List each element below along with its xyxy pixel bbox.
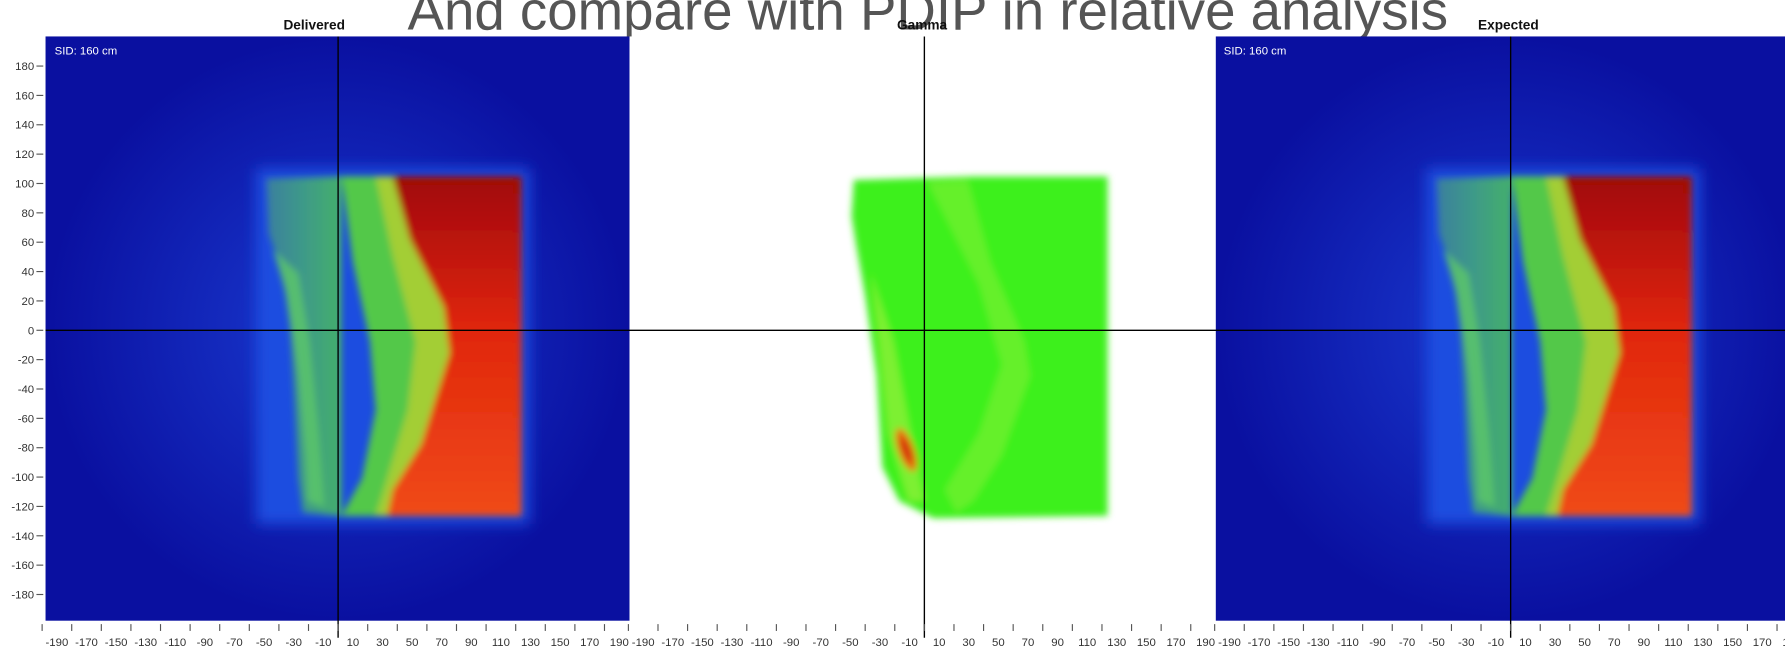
x-tick-label: 110	[492, 637, 510, 649]
x-tick-label: -90	[197, 637, 213, 649]
x-tick-label: 190	[1196, 637, 1215, 649]
x-tick-label: 10	[1519, 637, 1532, 649]
x-tick-label: 190	[1782, 637, 1785, 649]
x-tick-label: -130	[1307, 637, 1330, 649]
x-tick-label: 10	[347, 637, 360, 649]
x-tick-label: 90	[1638, 637, 1651, 649]
y-tick-label: 100	[15, 178, 34, 190]
sid-label: SID: 160 cm	[1224, 46, 1287, 58]
y-tick-label: 20	[21, 296, 34, 308]
y-tick-label: 60	[21, 237, 34, 249]
x-tick-label: 130	[1107, 637, 1126, 649]
x-tick-label: 30	[376, 637, 389, 649]
y-tick-label: 0	[28, 325, 34, 337]
x-tick-label: -70	[1399, 637, 1415, 649]
x-tick-label: 130	[521, 637, 540, 649]
x-tick-label: 150	[551, 637, 570, 649]
x-tick-label: -130	[134, 637, 157, 649]
y-tick-label: 40	[21, 267, 34, 279]
x-tick-label: 150	[1137, 637, 1156, 649]
x-tick-label: -10	[1488, 637, 1504, 649]
y-tick-label: 80	[21, 208, 34, 220]
x-tick-label: 170	[1753, 637, 1772, 649]
y-tick-label: -60	[18, 413, 34, 425]
x-tick-label: 30	[962, 637, 975, 649]
x-tick-label: -130	[721, 637, 744, 649]
slide-title: And compare with PDIP in relative analys…	[408, 0, 1448, 42]
x-tick-label: -70	[226, 637, 242, 649]
x-tick-label: -110	[164, 637, 186, 649]
x-tick-label: -30	[872, 637, 888, 649]
y-tick-label: -100	[11, 472, 34, 484]
x-tick-label: 190	[610, 637, 629, 649]
x-tick-label: -50	[842, 637, 858, 649]
gamma-image	[629, 36, 1216, 621]
y-tick-label: -40	[18, 384, 34, 396]
y-tick-label: 180	[15, 61, 34, 73]
y-tick-label: -160	[11, 560, 34, 572]
x-tick-label: 10	[933, 637, 946, 649]
panel-title: Gamma	[897, 18, 947, 33]
x-tick-label: -10	[315, 637, 331, 649]
panel-title: Expected	[1478, 18, 1539, 33]
x-tick-label: -190	[632, 637, 655, 649]
y-tick-label: 120	[15, 149, 34, 161]
x-tick-label: -190	[1218, 637, 1241, 649]
y-tick-label: -80	[18, 443, 34, 455]
x-tick-label: -150	[105, 637, 128, 649]
x-tick-label: 50	[1578, 637, 1591, 649]
x-tick-label: 70	[435, 637, 448, 649]
x-tick-label: 90	[1051, 637, 1064, 649]
x-tick-label: -110	[751, 637, 773, 649]
x-tick-label: -190	[46, 637, 69, 649]
x-tick-label: -30	[285, 637, 301, 649]
axes: 180 160 140 120 100 80 60 40 20 0 -20 -40 -60 -80 -100…	[11, 61, 1785, 649]
x-tick-label: 170	[580, 637, 599, 649]
y-tick-label: 140	[15, 120, 34, 132]
x-tick-label: -50	[256, 637, 272, 649]
x-tick-label: -170	[1248, 637, 1271, 649]
y-tick-label: -20	[18, 355, 34, 367]
panel-title: Delivered	[283, 18, 344, 33]
x-tick-label: 150	[1723, 637, 1742, 649]
sid-label: SID: 160 cm	[55, 46, 118, 58]
x-tick-label: -70	[813, 637, 829, 649]
x-tick-label: -50	[1428, 637, 1444, 649]
x-tick-label: -90	[1369, 637, 1385, 649]
x-tick-label: -150	[691, 637, 714, 649]
x-tick-label: 50	[406, 637, 419, 649]
x-tick-label: 50	[992, 637, 1005, 649]
x-tick-label: -110	[1337, 637, 1359, 649]
x-tick-label: -90	[783, 637, 799, 649]
x-tick-label: 130	[1694, 637, 1713, 649]
x-tick-label: 110	[1078, 637, 1096, 649]
x-tick-label: 90	[465, 637, 478, 649]
x-tick-label: 70	[1022, 637, 1035, 649]
y-tick-label: -120	[11, 501, 34, 513]
x-tick-label: -170	[661, 637, 684, 649]
y-tick-label: -140	[11, 531, 34, 543]
x-tick-label: 110	[1664, 637, 1682, 649]
expected-image	[1216, 36, 1785, 620]
y-tick-label: 160	[15, 90, 34, 102]
x-tick-label: 170	[1166, 637, 1185, 649]
x-tick-label: 70	[1608, 637, 1621, 649]
y-tick-label: -180	[11, 589, 34, 601]
x-tick-label: -150	[1277, 637, 1300, 649]
x-tick-label: 30	[1549, 637, 1562, 649]
x-tick-label: -170	[75, 637, 98, 649]
x-tick-label: -30	[1458, 637, 1474, 649]
x-tick-label: -10	[901, 637, 917, 649]
